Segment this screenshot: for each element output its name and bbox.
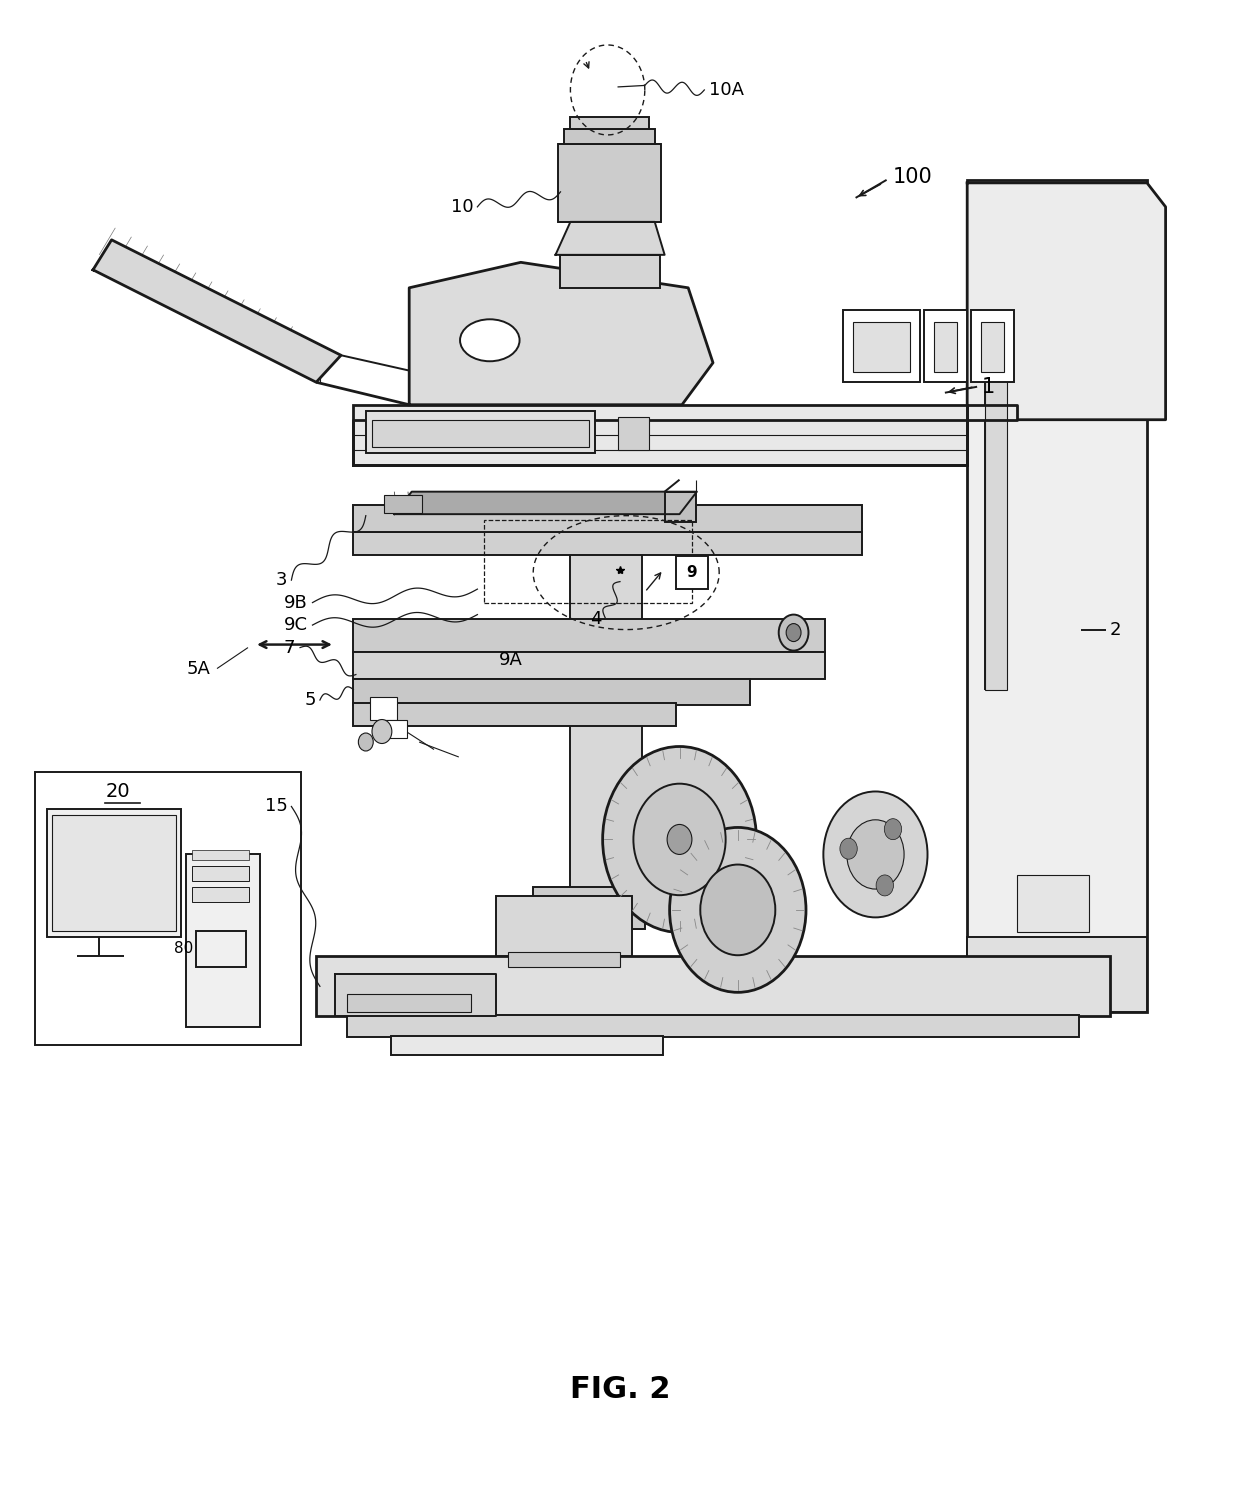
Bar [196,931,246,967]
Text: 9B: 9B [284,594,308,612]
Polygon shape [556,222,665,255]
Polygon shape [409,262,713,405]
Bar [1017,875,1089,932]
Bar [665,492,696,522]
Ellipse shape [460,319,520,361]
Bar [853,322,910,372]
Bar [484,520,692,603]
Bar [372,420,589,447]
Text: 5: 5 [305,691,316,709]
Bar [924,310,967,382]
Text: 4: 4 [590,610,601,628]
Bar [186,854,260,1027]
Bar [985,345,1007,690]
Text: 9A: 9A [498,651,522,669]
Bar [971,310,1014,382]
Text: 80: 80 [174,941,193,956]
Text: 2: 2 [1110,621,1121,639]
Polygon shape [967,183,1166,420]
Bar [47,809,181,937]
Circle shape [372,720,392,744]
Bar [570,540,642,929]
Circle shape [847,820,904,889]
Text: 7: 7 [284,639,295,657]
Text: 100: 100 [893,166,932,187]
Circle shape [701,865,775,955]
Text: 10A: 10A [709,81,744,99]
Bar [366,411,595,453]
Circle shape [634,784,725,895]
Bar [353,652,825,679]
Bar [353,505,862,532]
Circle shape [603,747,756,932]
Bar [533,887,645,929]
Text: FIG. 2: FIG. 2 [569,1375,671,1405]
Text: 15: 15 [265,797,288,815]
Circle shape [779,615,808,651]
Bar [192,887,249,902]
Polygon shape [394,492,697,514]
Bar [967,180,1147,1012]
Bar [564,129,655,144]
Circle shape [839,838,857,859]
Bar [981,322,1004,372]
Bar [353,703,676,726]
Bar [353,619,825,652]
Circle shape [786,624,801,642]
Circle shape [877,875,894,896]
Polygon shape [353,405,1017,465]
Bar [934,322,957,372]
Bar [496,896,632,956]
Text: 10: 10 [451,198,474,216]
Bar [35,772,301,1045]
Bar [192,866,249,881]
Bar [843,310,920,382]
Bar [618,417,649,450]
Bar [370,697,397,720]
Bar [391,1036,663,1055]
Bar [347,1015,1079,1037]
Bar [52,815,176,931]
Bar [560,255,660,288]
Text: 5A: 5A [187,660,211,678]
Bar [353,532,862,555]
Text: 20: 20 [105,782,130,800]
Bar [384,495,422,513]
Bar [353,405,967,465]
Circle shape [358,733,373,751]
Polygon shape [335,974,496,1016]
Bar [353,679,750,705]
Text: 1: 1 [982,376,996,397]
Bar [347,994,471,1012]
Bar [508,952,620,967]
Bar [384,720,407,738]
Text: 9C: 9C [284,616,308,634]
Bar [316,956,1110,1016]
Circle shape [823,791,928,917]
Polygon shape [93,240,341,382]
Circle shape [667,824,692,854]
Text: 3: 3 [277,571,288,589]
Bar [558,144,661,222]
Bar [192,850,249,860]
Bar [570,117,649,129]
Circle shape [670,827,806,992]
Bar [676,556,708,589]
Bar [967,937,1147,1012]
Circle shape [884,818,901,839]
Text: 9: 9 [687,565,697,580]
